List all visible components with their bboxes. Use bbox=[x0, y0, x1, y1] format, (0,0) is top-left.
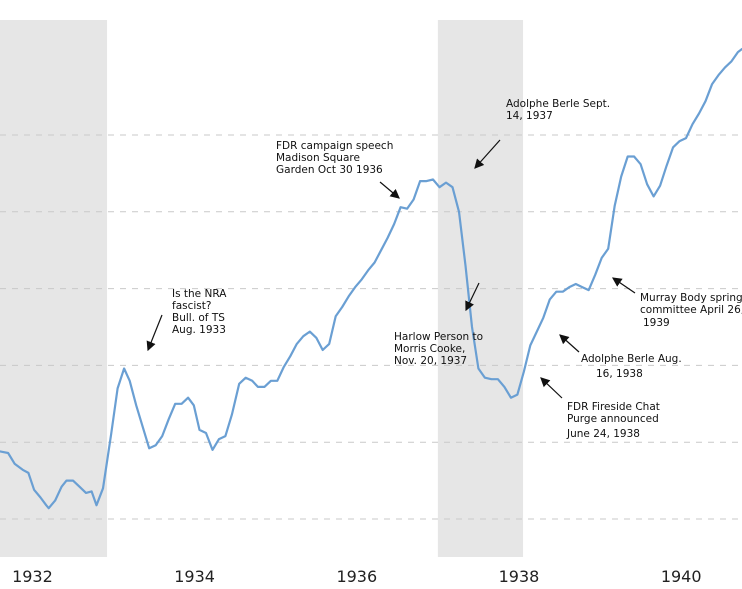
annotation-fdr-campaign-speech: FDR campaign speech Madison Square Garde… bbox=[276, 140, 393, 176]
arrow-fdr-fireside-chat bbox=[540, 377, 563, 399]
annotation-line: FDR Fireside Chat bbox=[567, 401, 660, 413]
annotation-line: Madison Square bbox=[276, 152, 360, 164]
arrow-murray-body-spring bbox=[612, 277, 636, 294]
annotation-line: FDR campaign speech bbox=[276, 140, 393, 152]
arrow-berle-sept-1937 bbox=[474, 139, 501, 169]
annotation-line: 1939 bbox=[643, 317, 670, 329]
x-tick-label: 1940 bbox=[661, 567, 702, 586]
x-tick-label: 1932 bbox=[12, 567, 53, 586]
x-axis-ticks: 1932 1934 1936 1938 1940 bbox=[12, 567, 701, 586]
annotation-line: Adolphe Berle Sept. bbox=[506, 98, 610, 110]
annotation-line: Harlow Person to bbox=[394, 331, 483, 343]
annotation-line: Nov. 20, 1937 bbox=[394, 355, 467, 367]
annotation-line: committee April 26, bbox=[640, 304, 742, 316]
annotation-line: Aug. 1933 bbox=[172, 324, 226, 336]
annotation-berle-aug-1938: Adolphe Berle Aug. 16, 1938 bbox=[581, 353, 682, 380]
annotation-line: Morris Cooke, bbox=[394, 343, 465, 355]
annotation-line: Murray Body spring bbox=[640, 292, 742, 304]
annotation-murray-body-spring: Murray Body spring committee April 26, 1… bbox=[640, 292, 742, 329]
gridlines bbox=[0, 134, 742, 520]
x-tick-label: 1934 bbox=[174, 567, 215, 586]
annotation-line: 14, 1937 bbox=[506, 110, 553, 122]
arrow-fdr-campaign-speech bbox=[379, 181, 400, 199]
annotation-berle-sept-1937: Adolphe Berle Sept. 14, 1937 bbox=[506, 98, 610, 122]
annotation-line: Is the NRA bbox=[172, 288, 227, 300]
annotation-line: June 24, 1938 bbox=[566, 428, 640, 440]
annotation-nra-fascist: Is the NRA fascist? Bull. of TS Aug. 193… bbox=[172, 288, 227, 336]
arrow-nra-fascist bbox=[146, 314, 163, 352]
annotation-line: Garden Oct 30 1936 bbox=[276, 164, 383, 176]
annotation-fdr-fireside-chat: FDR Fireside Chat Purge announced June 2… bbox=[566, 401, 660, 440]
series-line bbox=[0, 47, 742, 510]
x-tick-label: 1938 bbox=[499, 567, 540, 586]
annotation-arrows bbox=[146, 139, 636, 399]
arrow-berle-aug-1938 bbox=[559, 334, 580, 353]
annotation-line: fascist? bbox=[172, 300, 211, 312]
annotation-line: 16, 1938 bbox=[596, 368, 643, 380]
arrow-harlow-person bbox=[465, 282, 480, 312]
annotation-line: Purge announced bbox=[567, 413, 659, 425]
annotation-line: Bull. of TS bbox=[172, 312, 225, 324]
x-tick-label: 1936 bbox=[336, 567, 377, 586]
annotation-line: Adolphe Berle Aug. bbox=[581, 353, 682, 365]
annotation-harlow-person: Harlow Person to Morris Cooke, Nov. 20, … bbox=[394, 331, 483, 367]
